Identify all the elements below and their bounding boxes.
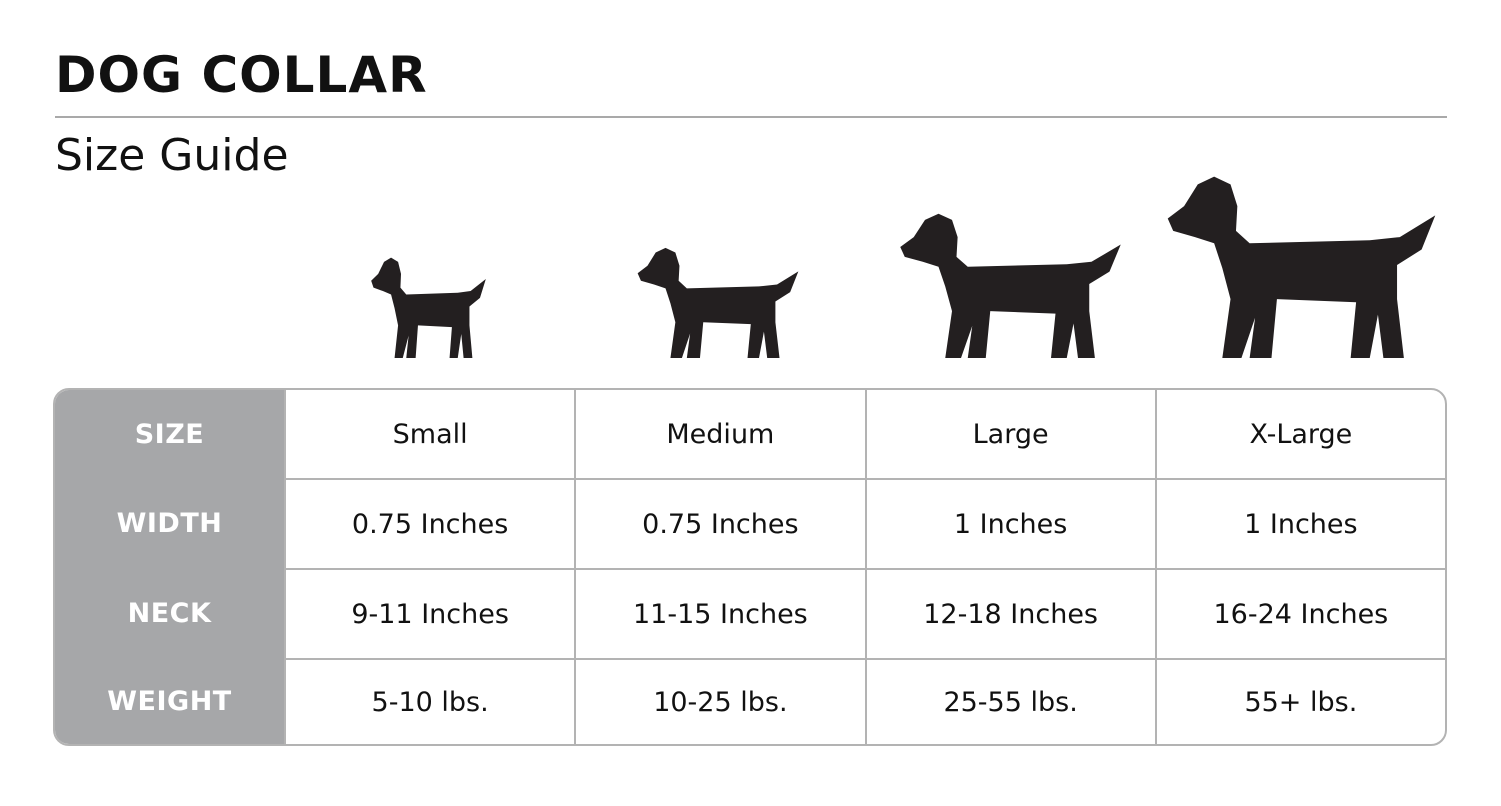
large-dog-silhouette-icon	[898, 210, 1123, 358]
table-cell: 9-11 Inches	[284, 568, 575, 658]
table-cell: 1 Inches	[864, 478, 1155, 568]
row-label-neck: NECK	[55, 568, 284, 658]
table-cell: X-Large	[1154, 390, 1445, 478]
table-cell: Large	[864, 390, 1155, 478]
table-cell: 12-18 Inches	[864, 568, 1155, 658]
medium-dog-silhouette-icon	[636, 245, 800, 358]
table-cell: Medium	[574, 390, 864, 478]
table-cell: 10-25 lbs.	[574, 658, 865, 744]
title-divider	[55, 116, 1447, 118]
table-cell: 25-55 lbs.	[864, 658, 1155, 744]
table-cell: 0.75 Inches	[284, 478, 575, 568]
table-cell: Small	[284, 390, 574, 478]
table-cell: 5-10 lbs.	[284, 658, 575, 744]
row-label-weight: WEIGHT	[55, 658, 284, 744]
page-subtitle: Size Guide	[55, 130, 289, 181]
row-label-size: SIZE	[55, 390, 284, 478]
size-table: SIZE Small Medium Large X-Large WIDTH 0.75 Inc…	[53, 388, 1447, 746]
table-cell: 1 Inches	[1154, 478, 1445, 568]
page-title: DOG COLLAR	[55, 46, 428, 104]
table-cell: 11-15 Inches	[574, 568, 865, 658]
small-dog-silhouette-icon	[370, 255, 487, 358]
row-label-width: WIDTH	[55, 478, 284, 568]
xlarge-dog-silhouette-icon	[1165, 172, 1438, 358]
table-cell: 0.75 Inches	[574, 478, 865, 568]
table-cell: 55+ lbs.	[1154, 658, 1445, 744]
table-cell: 16-24 Inches	[1154, 568, 1445, 658]
